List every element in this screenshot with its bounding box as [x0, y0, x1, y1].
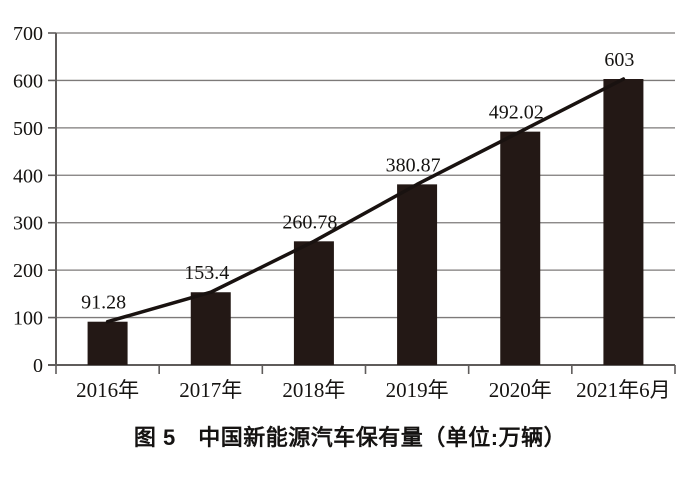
x-tick-label-2021年6月: 2021年6月: [576, 378, 671, 402]
x-tick-label-2017年: 2017年: [179, 378, 242, 402]
x-tick-label-2016年: 2016年: [76, 378, 139, 402]
value-label-2017年: 153.4: [184, 262, 229, 284]
bar-2018年: [293, 241, 334, 365]
x-tick-label-2020年: 2020年: [489, 378, 552, 402]
bar-2020年: [500, 131, 541, 365]
trend-line: [105, 77, 626, 324]
figure-caption: 图 5 中国新能源汽车保有量（单位:万辆）: [133, 425, 567, 450]
y-tick-label: 0: [33, 355, 43, 377]
value-label-2020年: 492.02: [489, 102, 544, 124]
bar-2016年: [87, 321, 128, 365]
y-tick-label: 200: [13, 260, 43, 282]
bar-2019年: [397, 184, 438, 365]
y-tick-label: 600: [13, 70, 43, 92]
y-tick-label: 700: [13, 23, 43, 45]
value-label-2019年: 380.87: [386, 154, 441, 176]
y-tick-label: 100: [13, 308, 43, 330]
x-tick-label-2018年: 2018年: [282, 378, 345, 402]
x-tick-label-2019年: 2019年: [386, 378, 449, 402]
y-tick-label: 300: [13, 213, 43, 235]
chart-canvas: 0 100 200 300 400 500 600 700 91.28 153.4 260.78 38…: [13, 23, 676, 402]
y-tick-label: 500: [13, 118, 43, 140]
bar-2017年: [190, 292, 231, 365]
value-label-2021年6月: 603: [604, 49, 634, 71]
y-tick-label: 400: [13, 165, 43, 187]
value-label-2018年: 260.78: [282, 211, 337, 233]
value-label-2016年: 91.28: [81, 292, 126, 314]
bar-2021年6月: [603, 79, 644, 366]
